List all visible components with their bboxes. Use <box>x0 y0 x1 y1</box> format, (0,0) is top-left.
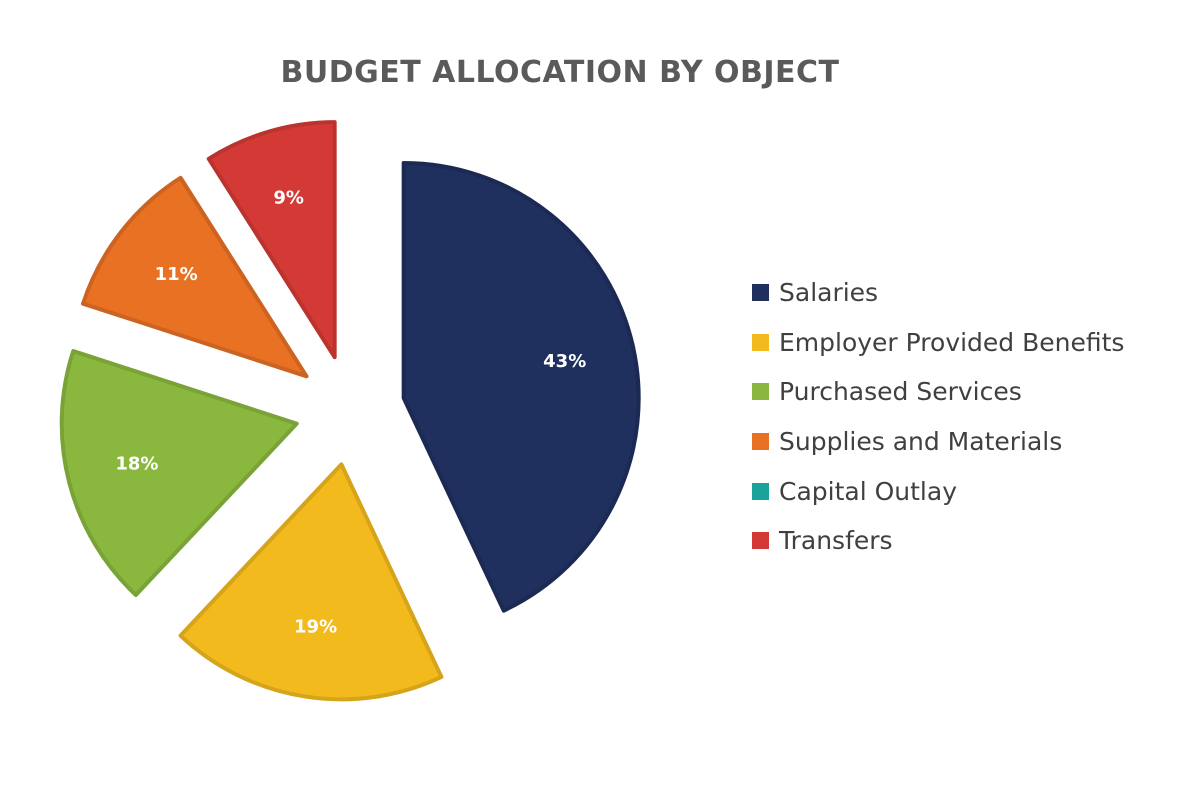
pie-slice-transfers <box>206 120 337 360</box>
pie-slice-supplies-and-materials <box>81 175 309 379</box>
legend-swatch <box>752 333 769 351</box>
legend-label: Transfers <box>779 526 893 556</box>
slice-data-label-transfers: 9% <box>273 188 304 209</box>
slice-data-label-supplies-and-materials: 11% <box>155 264 198 285</box>
legend-item-supplies-and-materials: Supplies and Materials <box>752 417 1124 467</box>
legend-swatch <box>752 284 769 302</box>
legend-item-transfers: Transfers <box>752 516 1124 566</box>
pie-slice-purchased-services <box>59 349 299 597</box>
chart-title: BUDGET ALLOCATION BY OBJECT <box>280 55 840 90</box>
legend-item-salaries: Salaries <box>752 268 1124 318</box>
slice-data-label-purchased-services: 18% <box>115 454 158 475</box>
legend-label: Salaries <box>779 278 879 308</box>
slice-data-label-salaries: 43% <box>543 351 586 372</box>
legend-swatch <box>752 383 769 401</box>
pie-slice-employer-provided-benefits <box>178 462 444 702</box>
legend-item-capital-outlay: Capital Outlay <box>752 466 1124 516</box>
legend-item-purchased-services: Purchased Services <box>752 367 1124 417</box>
legend-item-employer-provided-benefits: Employer Provided Benefits <box>752 318 1124 368</box>
pie-slice-salaries <box>401 161 641 613</box>
legend-swatch <box>752 433 769 451</box>
legend-swatch <box>752 532 769 550</box>
slice-data-label-employer-provided-benefits: 19% <box>294 616 337 637</box>
legend-label: Employer Provided Benefits <box>779 327 1125 357</box>
legend-label: Supplies and Materials <box>779 427 1063 457</box>
chart-legend: Salaries Employer Provided Benefits Purcha… <box>752 268 1124 566</box>
legend-label: Purchased Services <box>779 377 1022 407</box>
legend-label: Capital Outlay <box>779 476 957 506</box>
legend-swatch <box>752 482 769 500</box>
